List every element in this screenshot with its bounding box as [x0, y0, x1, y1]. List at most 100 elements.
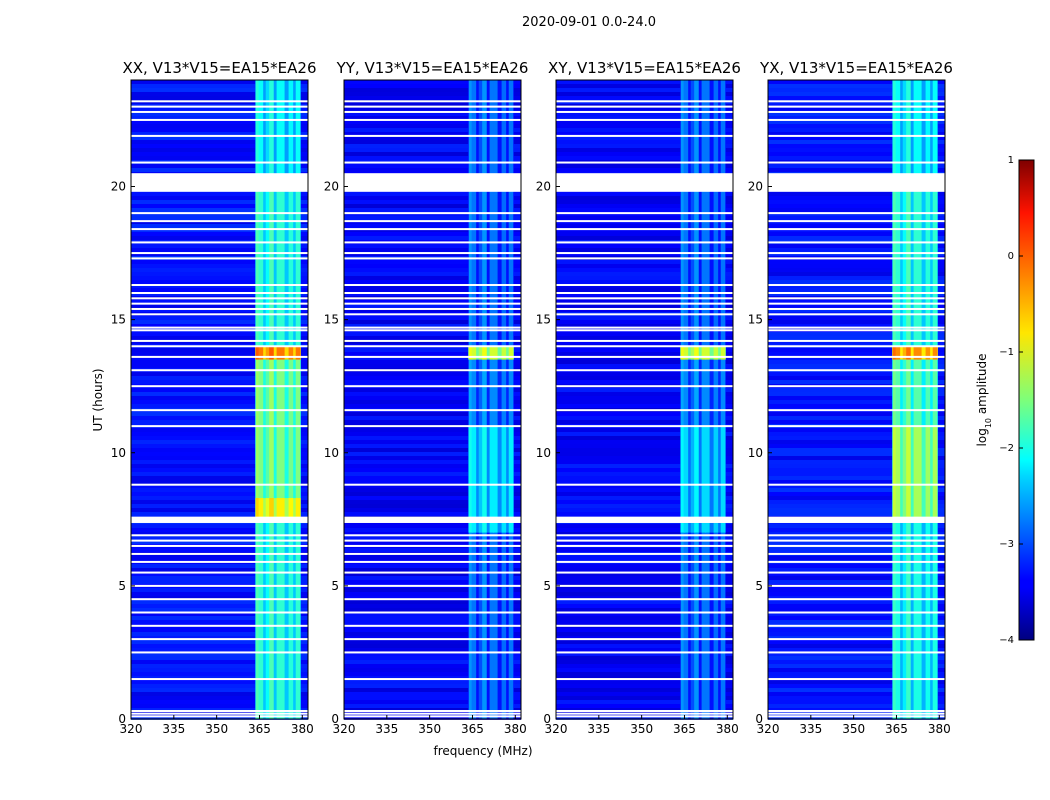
noise-row: [344, 536, 521, 540]
noise-row: [768, 456, 945, 460]
noise-row: [131, 192, 308, 196]
noise-row: [344, 308, 521, 312]
noise-row: [768, 132, 945, 136]
noise-row: [768, 152, 945, 156]
rfi-channel: [258, 498, 264, 520]
noise-row: [131, 588, 308, 592]
noise-row: [556, 604, 733, 608]
noise-row: [768, 672, 945, 676]
noise-row: [556, 400, 733, 404]
flag-gap: [131, 516, 308, 522]
x-tick-label: 365: [461, 722, 484, 736]
panel-frame: [767, 79, 946, 720]
x-tick-label: 365: [248, 722, 271, 736]
flag-line: [768, 678, 945, 681]
colorbar-tick-label: −4: [999, 635, 1014, 646]
y-tick-label: 20: [748, 180, 763, 194]
noise-row: [768, 372, 945, 376]
flag-line: [344, 598, 521, 601]
noise-row: [344, 440, 521, 444]
noise-row: [131, 136, 308, 140]
noise-row: [768, 356, 945, 360]
flag-line: [768, 326, 945, 329]
noise-row: [131, 508, 308, 512]
noise-row: [131, 480, 308, 484]
noise-row: [131, 116, 308, 120]
x-axis-label: frequency (MHz): [433, 744, 532, 758]
noise-row: [344, 92, 521, 96]
noise-row: [131, 460, 308, 464]
noise-row: [768, 676, 945, 680]
flag-line: [768, 715, 945, 718]
y-tick-label: 0: [755, 712, 763, 726]
flag-line: [768, 544, 945, 547]
rfi-channel: [288, 519, 294, 719]
flag-line: [556, 220, 733, 223]
rfi-channel: [295, 498, 301, 520]
rfi-channel: [258, 80, 264, 187]
noise-row: [131, 156, 308, 160]
panel-frame: [343, 79, 522, 720]
rfi-channel: [917, 80, 922, 187]
rfi-channel: [508, 346, 514, 360]
flag-line: [768, 220, 945, 223]
flag-line: [768, 339, 945, 342]
flag-line: [768, 571, 945, 574]
noise-row: [131, 244, 308, 248]
flag-line: [131, 345, 308, 348]
noise-row: [556, 280, 733, 284]
flag-line: [344, 544, 521, 547]
noise-row: [556, 528, 733, 532]
flag-line: [131, 257, 308, 260]
noise-row: [344, 580, 521, 584]
noise-row: [131, 716, 308, 720]
noise-row: [556, 88, 733, 92]
noise-row: [344, 276, 521, 280]
flag-line: [556, 425, 733, 428]
noise-row: [556, 192, 733, 196]
flag-line: [131, 118, 308, 121]
rfi-channel: [265, 80, 271, 187]
noise-row: [556, 700, 733, 704]
noise-row: [768, 608, 945, 612]
noise-row: [556, 568, 733, 572]
rfi-channel: [265, 186, 271, 347]
noise-row: [131, 688, 308, 692]
noise-row: [131, 340, 308, 344]
noise-row: [556, 488, 733, 492]
flag-line: [556, 257, 733, 260]
noise-row: [344, 140, 521, 144]
flag-line: [768, 252, 945, 255]
noise-row: [556, 404, 733, 408]
noise-row: [768, 464, 945, 468]
noise-row: [556, 656, 733, 660]
y-tick-label: 10: [111, 446, 126, 460]
noise-row: [344, 392, 521, 396]
rfi-channel: [925, 186, 931, 347]
flag-line: [131, 598, 308, 601]
noise-row: [131, 216, 308, 220]
panels-group: XX, V13*V15=EA15*EA26 320 335 350 365 380 0 5 10…: [111, 59, 953, 736]
noise-row: [131, 356, 308, 360]
flag-line: [556, 326, 733, 329]
noise-row: [768, 476, 945, 480]
flag-line: [344, 220, 521, 223]
noise-row: [768, 412, 945, 416]
flag-line: [768, 228, 945, 231]
noise-row: [768, 616, 945, 620]
rfi-channel: [906, 346, 911, 360]
flag-line: [131, 712, 308, 715]
noise-row: [556, 260, 733, 264]
noise-row: [768, 300, 945, 304]
noise-row: [344, 348, 521, 352]
noise-row: [344, 648, 521, 652]
noise-row: [768, 224, 945, 228]
flag-line: [556, 584, 733, 587]
rfi-channel: [493, 426, 498, 533]
rfi-channel: [932, 80, 938, 187]
flag-line: [556, 105, 733, 108]
noise-row: [344, 708, 521, 712]
noise-row: [556, 144, 733, 148]
noise-row: [556, 480, 733, 484]
noise-row: [768, 484, 945, 488]
